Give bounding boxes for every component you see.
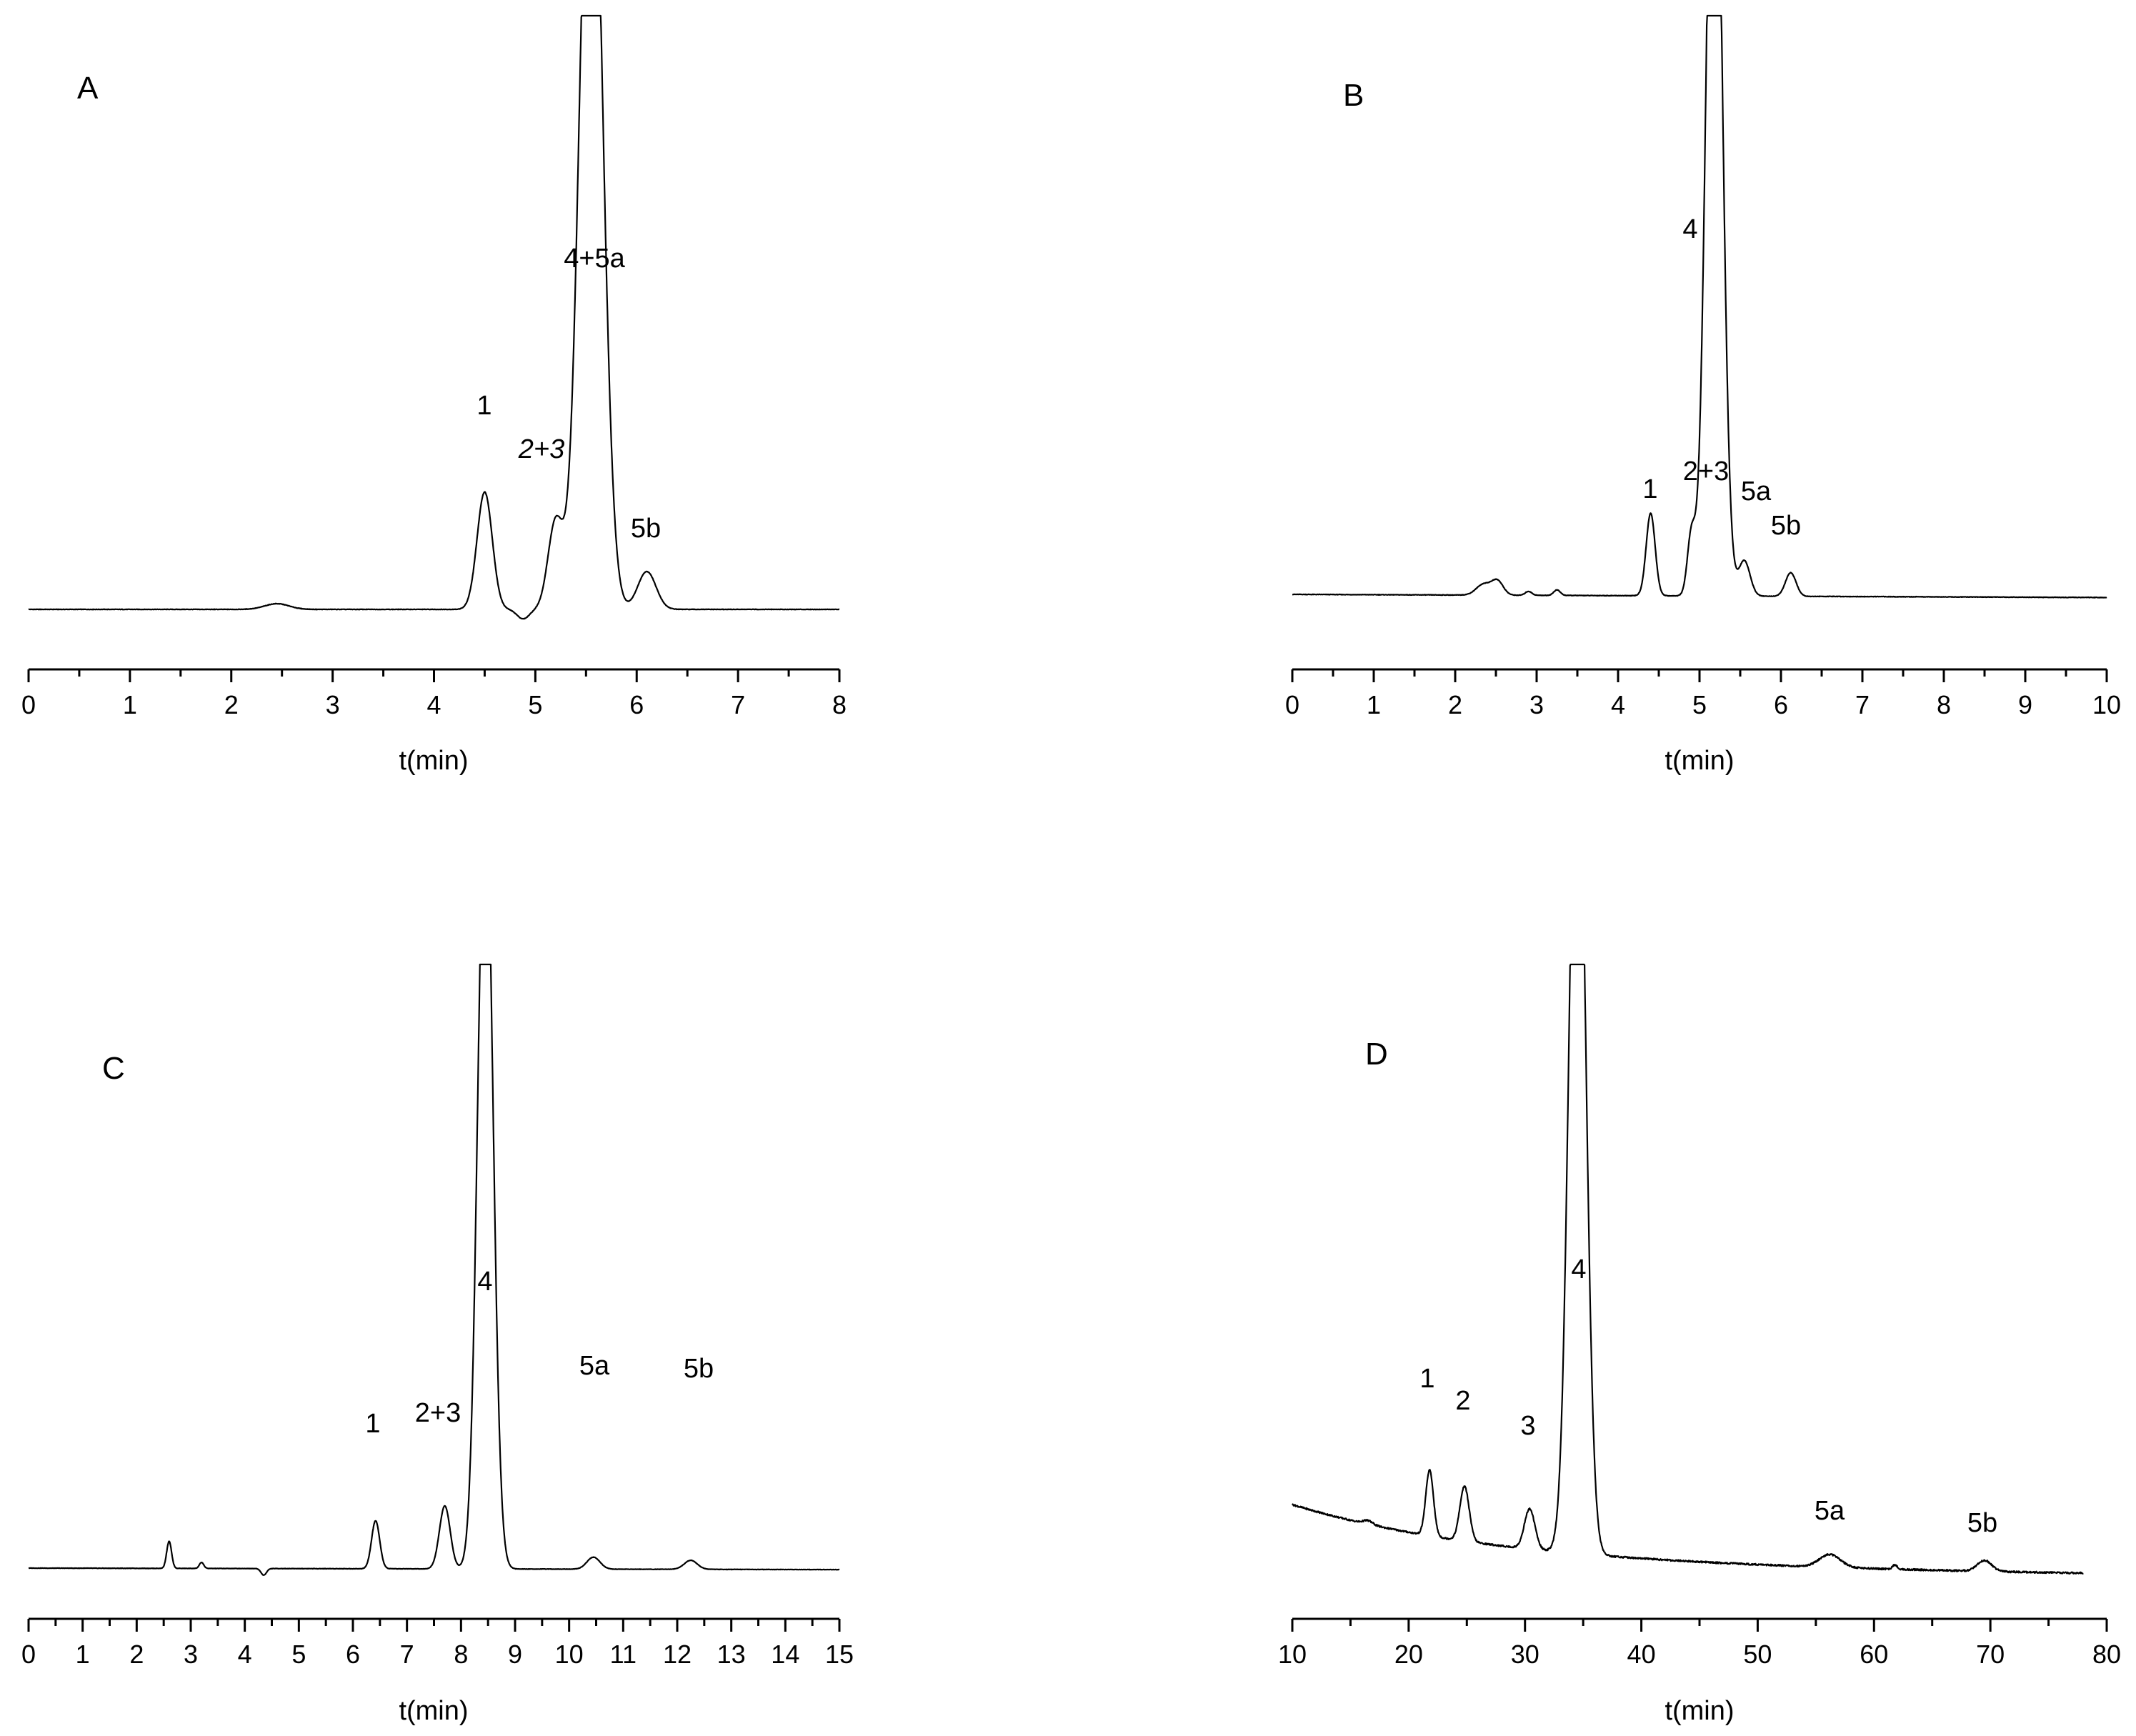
chart-panel-b: B 1 2+3 4 5a 5b 0 1 2 3 4 5 6 7 8 9 10 t(min) bbox=[1285, 14, 2121, 776]
chromatogram-trace bbox=[28, 14, 840, 620]
x-tick-label: 2 bbox=[224, 690, 239, 719]
x-tick-label: 3 bbox=[184, 1640, 198, 1669]
x-tick-label: 4 bbox=[426, 690, 441, 719]
x-tick-label: 3 bbox=[326, 690, 340, 719]
x-tick-label: 8 bbox=[1937, 690, 1951, 719]
x-tick-label: 10 bbox=[555, 1640, 584, 1669]
peak-label: 1 bbox=[1642, 474, 1657, 504]
x-tick-label: 30 bbox=[1511, 1640, 1539, 1669]
panel-label-d: D bbox=[1365, 1037, 1388, 1072]
x-tick-label: 8 bbox=[454, 1640, 468, 1669]
x-tick-label: 7 bbox=[1855, 690, 1870, 719]
peak-label: 1 bbox=[1419, 1364, 1434, 1394]
x-tick-label: 1 bbox=[76, 1640, 90, 1669]
x-tick-label: 14 bbox=[771, 1640, 799, 1669]
peak-label: 5a bbox=[1815, 1496, 1845, 1526]
x-tick-label: 15 bbox=[825, 1640, 854, 1669]
peak-label: 1 bbox=[365, 1409, 380, 1439]
x-tick-label: 11 bbox=[610, 1640, 637, 1669]
x-tick-label: 7 bbox=[731, 690, 745, 719]
peak-label: 4 bbox=[1571, 1254, 1586, 1284]
x-tick-label: 8 bbox=[832, 690, 847, 719]
chromatogram-trace bbox=[1292, 963, 2084, 1575]
chart-panel-d: D 12 3 4 5a 5b 10 20 30 40 50 60 70 80 t(min) bbox=[1278, 963, 2121, 1726]
x-tick-label: 6 bbox=[1774, 690, 1788, 719]
x-tick-label: 4 bbox=[1611, 690, 1625, 719]
peak-label: 5b bbox=[684, 1354, 714, 1384]
x-tick-label: 7 bbox=[400, 1640, 414, 1669]
x-tick-label: 2 bbox=[1448, 690, 1462, 719]
x-tick-label: 1 bbox=[123, 690, 137, 719]
peak-label: 2+3 bbox=[518, 434, 564, 464]
panel-label-b: B bbox=[1343, 78, 1364, 113]
x-tick-label: 0 bbox=[1285, 690, 1299, 719]
x-tick-label: 5 bbox=[1692, 690, 1707, 719]
x-tick-label: 20 bbox=[1394, 1640, 1423, 1669]
x-tick-label: 40 bbox=[1627, 1640, 1656, 1669]
peak-label: 5b bbox=[631, 514, 661, 544]
peak-label: 2+3 bbox=[1683, 457, 1729, 487]
x-tick-label: 50 bbox=[1743, 1640, 1772, 1669]
x-tick-label: 4 bbox=[238, 1640, 252, 1669]
peak-label: 5a bbox=[1741, 477, 1772, 507]
x-tick-label: 70 bbox=[1976, 1640, 2005, 1669]
x-tick-label: 12 bbox=[663, 1640, 692, 1669]
x-axis-label-a: t(min) bbox=[399, 746, 468, 776]
x-tick-label: 10 bbox=[1278, 1640, 1307, 1669]
x-tick-label: 3 bbox=[1529, 690, 1544, 719]
chromatogram-trace bbox=[28, 963, 840, 1576]
peak-label: 2+3 bbox=[415, 1398, 461, 1428]
panel-label-a: A bbox=[77, 71, 99, 106]
x-tick-label: 1 bbox=[1367, 690, 1381, 719]
peak-label: 2 bbox=[1455, 1386, 1470, 1416]
x-axis-label-d: t(min) bbox=[1665, 1696, 1734, 1726]
x-tick-label: 80 bbox=[2092, 1640, 2121, 1669]
peak-label: 4+5a bbox=[564, 244, 625, 274]
peak-label: 5b bbox=[1967, 1508, 1997, 1538]
peak-label: 4 bbox=[477, 1267, 492, 1297]
chromatogram-trace bbox=[1292, 14, 2107, 599]
x-axis-label-b: t(min) bbox=[1665, 746, 1734, 776]
peak-label: 5b bbox=[1771, 511, 1801, 541]
peak-label: 3 bbox=[1520, 1411, 1535, 1441]
peak-label: 5a bbox=[579, 1351, 610, 1381]
x-axis-label-c: t(min) bbox=[399, 1696, 468, 1726]
panel-label-c: C bbox=[102, 1051, 125, 1086]
x-tick-label: 0 bbox=[21, 1640, 36, 1669]
peak-label: 1 bbox=[476, 391, 491, 421]
x-tick-label: 5 bbox=[291, 1640, 306, 1669]
x-tick-label: 0 bbox=[21, 690, 36, 719]
x-tick-label: 10 bbox=[2092, 690, 2121, 719]
x-tick-label: 9 bbox=[508, 1640, 522, 1669]
x-tick-label: 6 bbox=[346, 1640, 360, 1669]
x-tick-label: 13 bbox=[717, 1640, 746, 1669]
chart-panel-a: A 1 2+3 4+5a 5b 0 1 2 3 4 5 6 7 8 t(min) bbox=[21, 14, 847, 776]
x-tick-label: 9 bbox=[2018, 690, 2032, 719]
x-tick-label: 5 bbox=[528, 690, 542, 719]
x-tick-label: 2 bbox=[129, 1640, 144, 1669]
x-tick-label: 6 bbox=[629, 690, 644, 719]
peak-label: 4 bbox=[1682, 214, 1697, 244]
x-tick-label: 60 bbox=[1860, 1640, 1888, 1669]
